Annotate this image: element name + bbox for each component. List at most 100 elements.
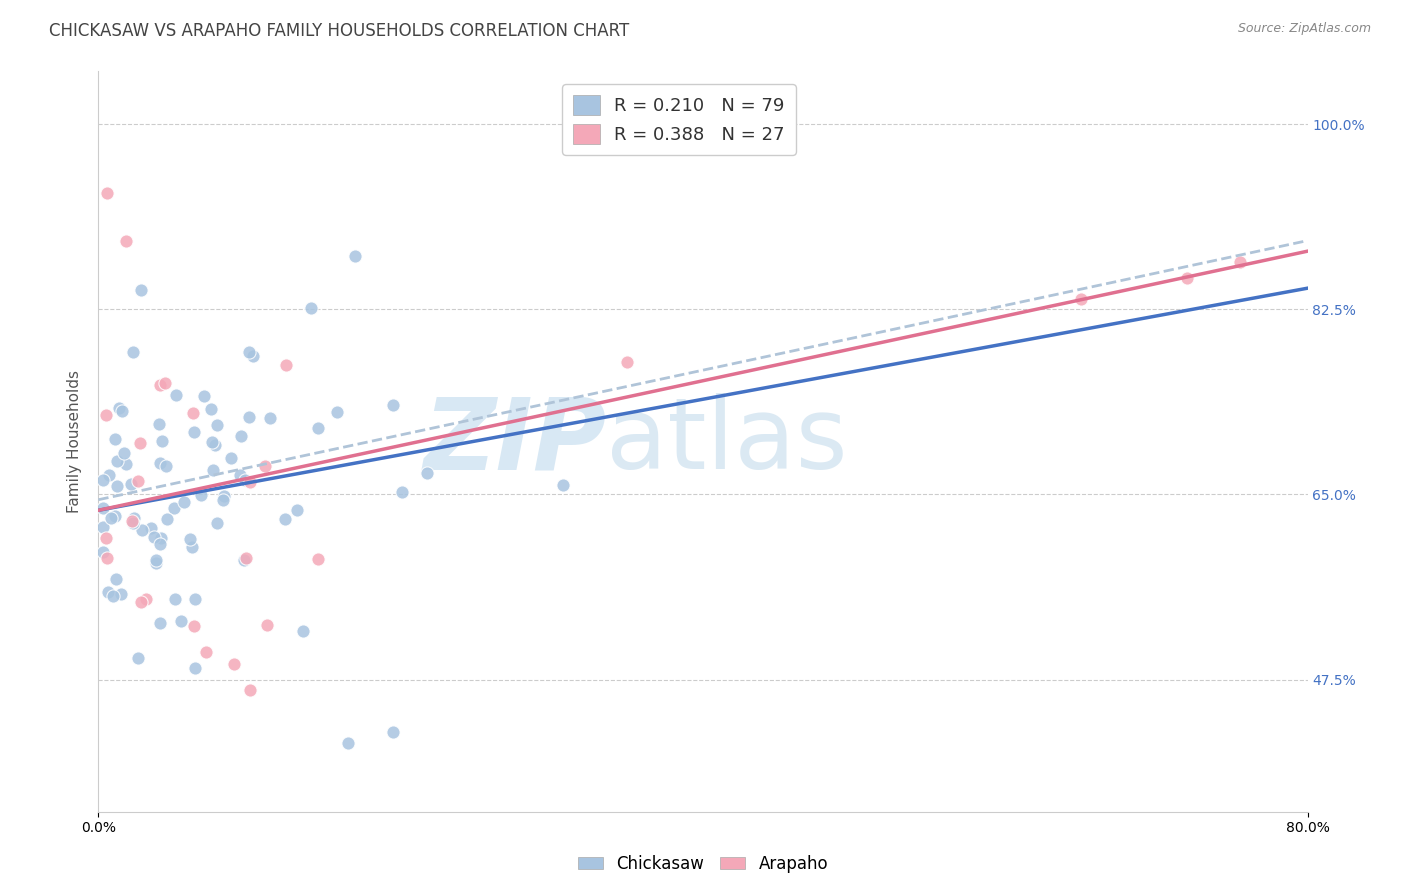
Text: ZIP: ZIP: [423, 393, 606, 490]
Point: [299, 301, 322, 315]
Point: [200, 402, 222, 417]
Point: [201, 435, 224, 450]
Point: [114, 234, 136, 248]
Point: [336, 736, 359, 750]
Point: [259, 411, 281, 425]
Point: [104, 432, 127, 446]
Point: [616, 355, 638, 369]
Point: [1175, 270, 1198, 285]
Point: [238, 345, 260, 359]
Point: [156, 511, 179, 525]
Point: [139, 521, 162, 535]
Point: [143, 530, 166, 544]
Point: [149, 456, 172, 470]
Point: [145, 553, 167, 567]
Legend: R = 0.210   N = 79, R = 0.388   N = 27: R = 0.210 N = 79, R = 0.388 N = 27: [562, 84, 796, 154]
Point: [1229, 254, 1251, 268]
Point: [122, 344, 145, 359]
Point: [110, 404, 132, 418]
Point: [121, 514, 143, 528]
Point: [307, 552, 329, 566]
Point: [96, 408, 118, 422]
Y-axis label: Family Households: Family Households: [67, 370, 83, 513]
Point: [150, 531, 173, 545]
Point: [101, 590, 124, 604]
Point: [112, 446, 135, 460]
Point: [131, 283, 153, 297]
Point: [256, 618, 278, 632]
Point: [285, 502, 308, 516]
Point: [100, 511, 122, 525]
Point: [180, 541, 202, 555]
Point: [96, 551, 118, 566]
Point: [127, 650, 149, 665]
Point: [104, 508, 127, 523]
Point: [110, 587, 132, 601]
Point: [184, 591, 207, 606]
Point: [391, 484, 413, 499]
Point: [344, 249, 367, 264]
Point: [233, 473, 256, 487]
Point: [94, 531, 117, 545]
Point: [129, 595, 152, 609]
Point: [153, 376, 176, 390]
Legend: Chickasaw, Arapaho: Chickasaw, Arapaho: [571, 848, 835, 880]
Point: [131, 523, 153, 537]
Point: [229, 468, 252, 483]
Text: CHICKASAW VS ARAPAHO FAMILY HOUSEHOLDS CORRELATION CHART: CHICKASAW VS ARAPAHO FAMILY HOUSEHOLDS C…: [49, 22, 630, 40]
Point: [274, 358, 297, 372]
Point: [307, 421, 329, 435]
Point: [96, 186, 118, 200]
Point: [193, 388, 215, 402]
Point: [179, 532, 201, 546]
Point: [181, 406, 204, 420]
Point: [238, 410, 260, 425]
Point: [135, 591, 157, 606]
Point: [194, 645, 217, 659]
Point: [253, 458, 276, 473]
Point: [183, 661, 205, 675]
Text: atlas: atlas: [606, 393, 848, 490]
Point: [224, 657, 246, 671]
Point: [239, 475, 262, 489]
Point: [382, 725, 405, 739]
Point: [204, 438, 226, 452]
Point: [326, 405, 349, 419]
Point: [551, 478, 574, 492]
Point: [121, 516, 143, 530]
Point: [148, 417, 170, 432]
Point: [1070, 292, 1092, 306]
Point: [205, 516, 228, 530]
Point: [183, 425, 205, 439]
Point: [231, 428, 253, 442]
Point: [91, 500, 114, 515]
Point: [163, 592, 186, 607]
Point: [129, 436, 152, 450]
Point: [105, 479, 128, 493]
Point: [212, 492, 235, 507]
Point: [108, 401, 131, 415]
Point: [183, 619, 205, 633]
Point: [97, 467, 120, 482]
Point: [91, 545, 114, 559]
Text: Source: ZipAtlas.com: Source: ZipAtlas.com: [1237, 22, 1371, 36]
Point: [235, 550, 257, 565]
Point: [274, 512, 297, 526]
Point: [97, 584, 120, 599]
Point: [127, 474, 149, 488]
Point: [91, 520, 114, 534]
Point: [382, 398, 405, 412]
Point: [122, 510, 145, 524]
Point: [149, 377, 172, 392]
Point: [149, 616, 172, 631]
Point: [239, 683, 262, 698]
Point: [105, 572, 128, 586]
Point: [190, 488, 212, 502]
Point: [155, 458, 177, 473]
Point: [114, 458, 136, 472]
Point: [165, 388, 187, 402]
Point: [242, 349, 264, 363]
Point: [202, 463, 225, 477]
Point: [149, 537, 172, 551]
Point: [233, 553, 256, 567]
